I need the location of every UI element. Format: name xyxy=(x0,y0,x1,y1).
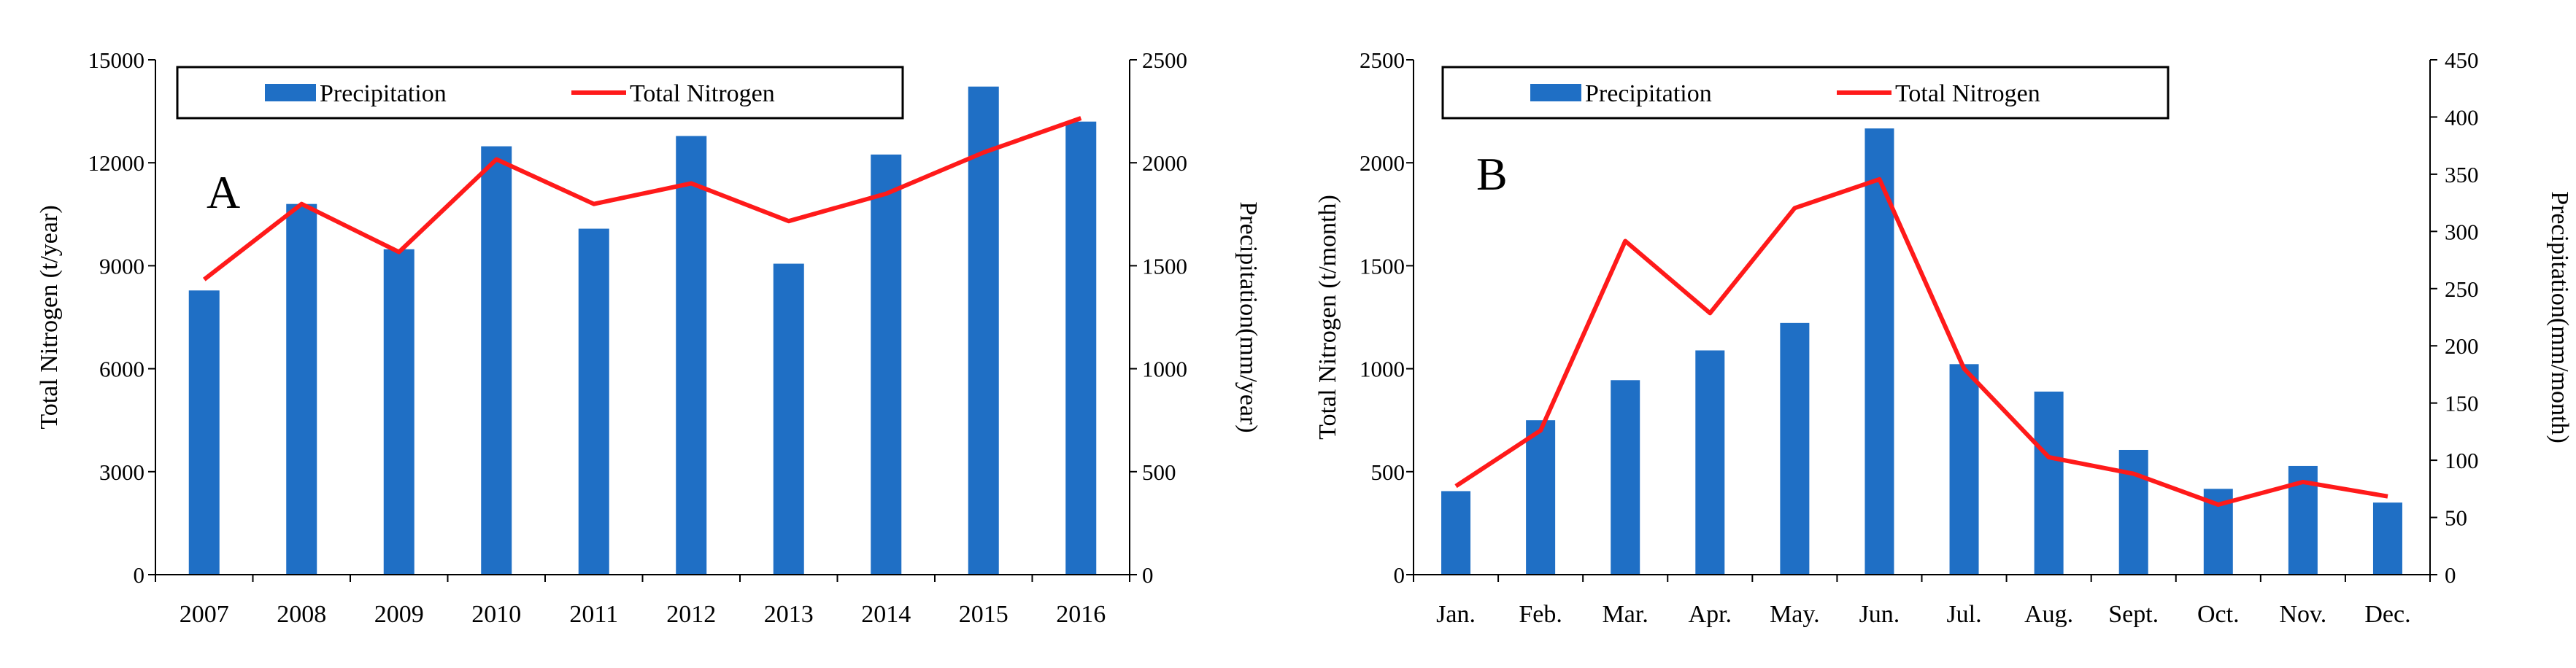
x-tick-label: Feb. xyxy=(1519,601,1562,628)
legend-label-total-nitrogen: Total Nitrogen xyxy=(1895,80,2040,107)
right-y-tick-label: 0 xyxy=(1142,562,1154,588)
panel-label: B xyxy=(1476,148,1508,200)
right-y-tick-label: 1500 xyxy=(1142,253,1187,279)
x-tick-label: Jul. xyxy=(1946,601,1981,628)
precipitation-bar xyxy=(1949,364,1979,575)
right-y-tick-label: 400 xyxy=(2445,104,2479,130)
x-tick-label: 2014 xyxy=(861,601,911,628)
right-y-tick-label: 2000 xyxy=(1142,150,1187,176)
x-tick-label: 2012 xyxy=(666,601,716,628)
x-tick-label: Jan. xyxy=(1436,601,1476,628)
right-y-tick-label: 2500 xyxy=(1142,47,1187,73)
right-y-axis-title: Precipitation(mm/month) xyxy=(2546,191,2573,443)
x-tick-label: Dec. xyxy=(2364,601,2410,628)
left-y-tick-label: 1000 xyxy=(1360,357,1405,382)
precipitation-bar xyxy=(1526,420,1556,575)
x-tick-label: 2013 xyxy=(764,601,814,628)
x-tick-label: Apr. xyxy=(1689,601,1732,628)
left-y-tick-label: 1500 xyxy=(1360,253,1405,279)
left-y-axis-title: Total Nitrogen (t/year) xyxy=(36,205,63,429)
x-tick-label: Oct. xyxy=(2197,601,2240,628)
x-tick-label: May. xyxy=(1770,601,1820,628)
left-y-tick-label: 6000 xyxy=(99,357,144,382)
left-y-tick-label: 500 xyxy=(1371,459,1405,485)
x-tick-label: Mar. xyxy=(1603,601,1648,628)
left-y-tick-label: 12000 xyxy=(88,150,145,176)
left-y-axis-title: Total Nitrogen (t/month) xyxy=(1314,195,1341,440)
right-y-tick-label: 350 xyxy=(2445,162,2479,187)
precipitation-bar xyxy=(1611,380,1640,575)
precipitation-bar xyxy=(871,154,902,575)
right-y-tick-label: 300 xyxy=(2445,219,2479,244)
right-y-tick-label: 150 xyxy=(2445,391,2479,416)
legend-label-precipitation: Precipitation xyxy=(320,80,447,107)
precipitation-bar xyxy=(773,263,804,575)
x-tick-label: 2007 xyxy=(180,601,229,628)
precipitation-bar xyxy=(676,136,707,575)
precipitation-bar xyxy=(2118,449,2148,575)
precipitation-bar xyxy=(1695,350,1725,575)
right-y-tick-label: 50 xyxy=(2445,505,2467,531)
right-y-tick-label: 450 xyxy=(2445,47,2479,73)
precipitation-bar xyxy=(1065,121,1097,575)
precipitation-bar xyxy=(286,203,317,575)
precipitation-bar xyxy=(1441,491,1471,575)
x-tick-label: 2009 xyxy=(374,601,424,628)
left-y-tick-label: 0 xyxy=(134,562,145,588)
left-y-tick-label: 2500 xyxy=(1360,47,1405,73)
right-y-tick-label: 500 xyxy=(1142,459,1176,485)
precipitation-bar xyxy=(1864,128,1894,575)
precipitation-bar xyxy=(481,146,512,575)
precipitation-bar xyxy=(188,290,220,575)
x-tick-label: Aug. xyxy=(2024,601,2073,628)
chart-panel-b: 0 500 1000 1500 2000 2500 0 50 100 150 200 250 300 35… xyxy=(1314,47,2573,628)
chart-panel-a: 0 3000 6000 9000 12000 15000 0 500 1000 1500 2000 2… xyxy=(36,47,1262,628)
left-y-tick-label: 0 xyxy=(1394,562,1405,588)
x-tick-label: Jun. xyxy=(1859,601,1900,628)
x-tick-label: 2015 xyxy=(959,601,1009,628)
left-y-tick-label: 15000 xyxy=(88,47,145,73)
left-y-tick-label: 3000 xyxy=(99,459,144,485)
panel-label: A xyxy=(207,166,240,218)
x-tick-label: 2016 xyxy=(1056,601,1106,628)
precipitation-bar xyxy=(2372,502,2402,575)
legend-bar-swatch xyxy=(1530,84,1581,101)
x-tick-label: 2010 xyxy=(471,601,521,628)
legend-label-total-nitrogen: Total Nitrogen xyxy=(630,80,775,107)
x-tick-label: Nov. xyxy=(2279,601,2326,628)
legend-bar-swatch xyxy=(265,84,316,101)
right-y-tick-label: 1000 xyxy=(1142,357,1187,382)
total-nitrogen-line xyxy=(1454,176,2388,507)
x-tick-label: 2011 xyxy=(569,601,618,628)
precipitation-bar xyxy=(968,86,999,575)
left-y-tick-label: 2000 xyxy=(1360,150,1405,176)
precipitation-bar xyxy=(2034,391,2064,575)
right-y-tick-label: 0 xyxy=(2445,562,2456,588)
right-y-tick-label: 100 xyxy=(2445,448,2479,473)
precipitation-bar xyxy=(383,249,414,575)
right-y-tick-label: 200 xyxy=(2445,333,2479,359)
x-tick-label: Sept. xyxy=(2108,601,2159,628)
left-y-tick-label: 9000 xyxy=(99,253,144,279)
total-nitrogen-line xyxy=(202,116,1082,281)
right-y-axis-title: Precipitation(mm/year) xyxy=(1235,201,1262,432)
precipitation-bar xyxy=(578,228,609,575)
legend-label-precipitation: Precipitation xyxy=(1585,80,1712,107)
x-tick-label: 2008 xyxy=(277,601,326,628)
right-y-tick-label: 250 xyxy=(2445,276,2479,302)
precipitation-bar xyxy=(1780,322,1810,575)
